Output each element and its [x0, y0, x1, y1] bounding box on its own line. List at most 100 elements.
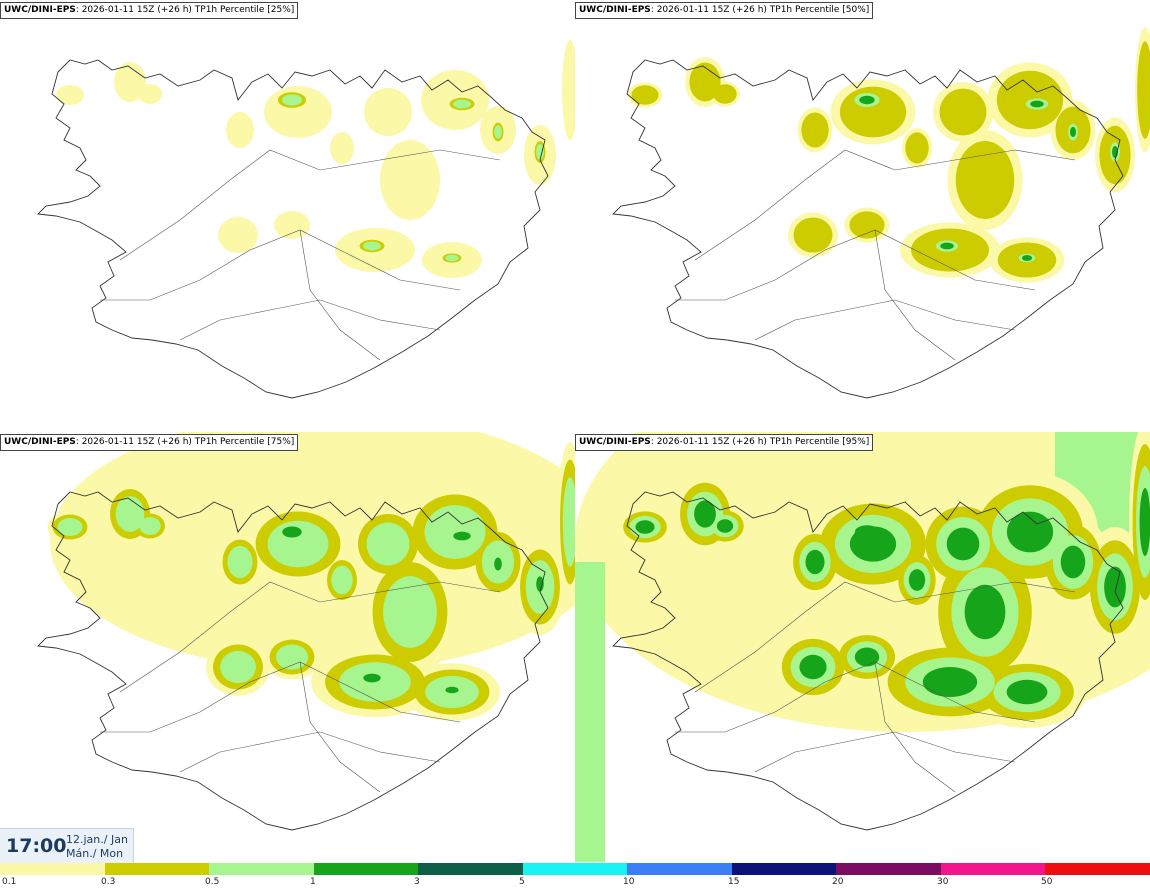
coastline — [37, 59, 549, 399]
color-scale-swatch — [836, 863, 941, 875]
valid-date: 12.jan./ Jan — [66, 833, 128, 846]
precip-contour — [275, 644, 309, 670]
precip-contour — [859, 95, 875, 105]
precip-contour — [364, 88, 412, 136]
road-line — [874, 661, 956, 793]
precip-contour — [445, 254, 459, 262]
color-scale-swatch — [731, 863, 837, 875]
precip-contour — [955, 141, 1015, 219]
precip-contour — [363, 673, 381, 683]
precip-contour — [939, 88, 987, 136]
precip-area — [575, 562, 605, 862]
map-panel-p95: UWC/DINI-EPS: 2026-01-11 15Z (+26 h) TP1… — [575, 432, 1150, 862]
precip-map — [612, 27, 1150, 399]
precip-contour — [905, 132, 929, 164]
precip-contour — [281, 94, 303, 106]
precip-contour — [536, 144, 544, 160]
map-panel-p25: UWC/DINI-EPS: 2026-01-11 15Z (+26 h) TP1… — [0, 0, 575, 430]
precip-contour — [713, 84, 737, 104]
road-line — [675, 229, 1036, 301]
precip-contour — [536, 576, 544, 592]
road-line — [179, 731, 441, 773]
color-scale-swatch — [627, 863, 732, 875]
road-line — [299, 661, 381, 793]
precip-contour — [366, 522, 410, 566]
road-line — [100, 229, 461, 301]
color-scale-label: 15 — [728, 877, 740, 887]
color-scale-swatch — [940, 863, 1046, 875]
valid-time-box: 17:00 12.jan./ Jan Mán./ Mon — [0, 828, 134, 863]
color-scale-labels: 0.1 0.3 0.5 1 3 5 10 15 20 30 50 — [0, 876, 1150, 890]
precip-contour — [1026, 530, 1048, 542]
precip-contour — [940, 242, 954, 250]
precip-contour — [494, 125, 502, 139]
precip-fields — [627, 27, 1150, 283]
road-line — [179, 299, 441, 341]
precip-contour — [226, 112, 254, 148]
road-line — [754, 299, 1016, 341]
panel-title: UWC/DINI-EPS: 2026-01-11 15Z (+26 h) TP1… — [575, 2, 874, 19]
panel-title: UWC/DINI-EPS: 2026-01-11 15Z (+26 h) TP1… — [0, 434, 299, 451]
precip-contour — [1137, 41, 1150, 139]
precip-contour — [383, 576, 437, 648]
coastline — [612, 59, 1124, 399]
color-scale-label: 3 — [414, 877, 420, 887]
precip-contour — [799, 654, 827, 680]
precip-contour — [716, 519, 734, 533]
precip-contour — [562, 477, 575, 567]
color-scale-label: 5 — [519, 877, 525, 887]
precip-contour — [453, 531, 471, 541]
road-line — [694, 581, 1076, 693]
precip-contour — [445, 686, 459, 694]
precip-contour — [494, 557, 502, 571]
precip-contour — [139, 517, 161, 535]
color-scale-swatch — [209, 863, 314, 875]
precip-contour — [946, 527, 980, 561]
road-line — [299, 229, 381, 361]
valid-time: 17:00 — [6, 835, 67, 857]
color-scale-bar — [0, 863, 1150, 875]
coastline — [37, 491, 549, 831]
color-scale-swatch — [418, 863, 523, 875]
precip-map — [575, 432, 1150, 862]
color-scale-swatch — [313, 863, 419, 875]
precip-contour — [56, 85, 84, 105]
precip-contour — [849, 211, 885, 239]
precip-contour — [363, 241, 381, 251]
precip-contour — [964, 584, 1006, 640]
precip-contour — [801, 112, 829, 148]
color-scale-label: 20 — [832, 877, 844, 887]
panel-title: UWC/DINI-EPS: 2026-01-11 15Z (+26 h) TP1… — [575, 434, 874, 451]
precip-contour — [694, 500, 716, 528]
road-line — [100, 661, 461, 733]
precip-contour — [1018, 685, 1036, 695]
precip-contour — [57, 518, 83, 536]
precip-contour — [793, 217, 833, 253]
color-scale-swatch — [522, 863, 628, 875]
precip-contour — [562, 40, 575, 140]
coastline — [612, 491, 1124, 831]
precip-contour — [220, 650, 256, 684]
color-scale-label: 10 — [623, 877, 635, 887]
valid-weekday: Mán./ Mon — [66, 847, 124, 860]
road-line — [119, 581, 501, 693]
precip-contour — [380, 140, 440, 220]
color-scale-label: 1 — [310, 877, 316, 887]
panel-title: UWC/DINI-EPS: 2026-01-11 15Z (+26 h) TP1… — [0, 2, 299, 19]
road-line — [754, 731, 1016, 773]
road-line — [119, 149, 501, 261]
precip-contour — [1021, 255, 1033, 261]
precip-contour — [331, 565, 353, 595]
road-line — [874, 229, 956, 361]
precip-contour — [805, 549, 825, 575]
precip-contour — [854, 647, 880, 667]
color-scale-swatch — [1045, 863, 1150, 875]
precip-contour — [115, 496, 145, 532]
precip-contour — [1068, 555, 1078, 573]
precip-contour — [854, 525, 880, 539]
precip-contour — [1110, 574, 1120, 594]
road-line — [675, 661, 1036, 733]
precip-contour — [1070, 126, 1076, 138]
color-scale-label: 50 — [1041, 877, 1053, 887]
precip-contour — [635, 520, 655, 534]
